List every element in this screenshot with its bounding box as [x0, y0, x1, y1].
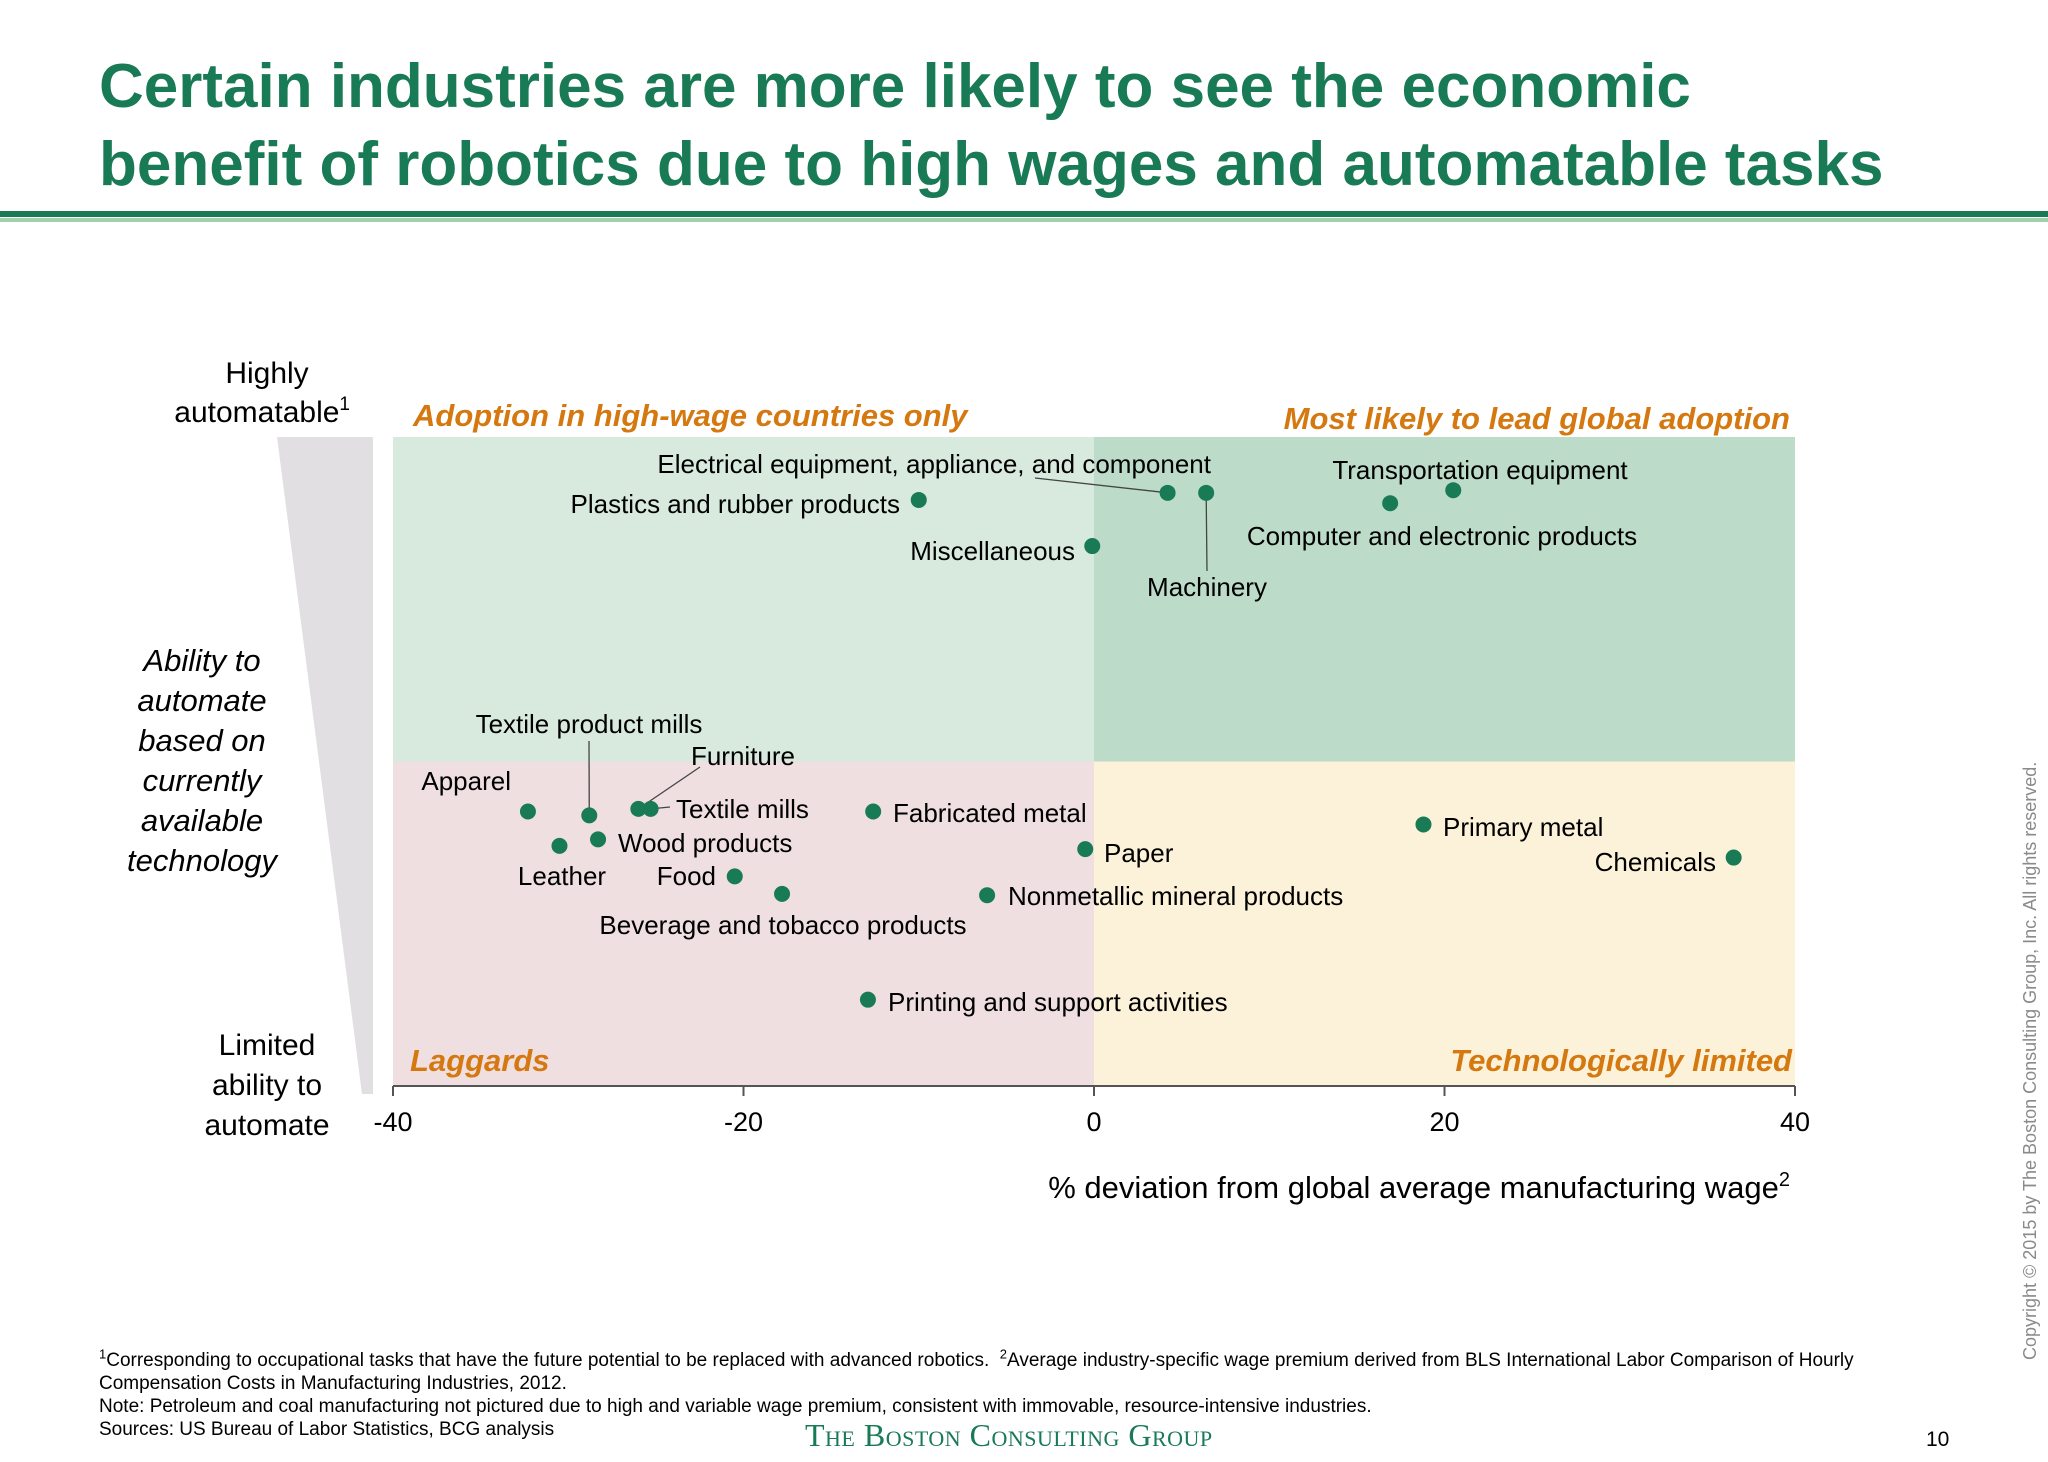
data-point-label: Textile mills: [676, 794, 809, 824]
data-point: [859, 991, 876, 1008]
y-axis-title-line: currently: [143, 763, 264, 798]
leader-line: [1205, 492, 1208, 572]
y-axis-title-line: available: [141, 803, 263, 838]
data-point: [865, 803, 882, 820]
data-point-label: Primary metal: [1443, 812, 1603, 842]
title-line-2: benefit of robotics due to high wages an…: [99, 130, 1884, 199]
footnotes: 1Corresponding to occupational tasks tha…: [99, 1346, 1959, 1441]
data-point: [642, 800, 659, 817]
x-tick-label: 20: [1429, 1107, 1459, 1137]
data-point: [1198, 484, 1215, 501]
footnote-1: Corresponding to occupational tasks that…: [106, 1350, 990, 1371]
data-point-label: Apparel: [421, 766, 511, 796]
y-axis-title-line: based on: [138, 723, 266, 758]
y-top-label: Highly automatable1: [174, 357, 350, 429]
y-axis-title-line: technology: [127, 843, 279, 878]
data-point-label: Electrical equipment, appliance, and com…: [657, 449, 1211, 479]
data-point: [581, 807, 598, 824]
data-point-label: Food: [657, 861, 716, 891]
data-point-label: Transportation equipment: [1332, 455, 1628, 485]
data-point: [979, 887, 996, 904]
data-point: [1415, 816, 1432, 833]
y-bottom-label-line: Limited: [219, 1029, 316, 1062]
data-point: [630, 800, 647, 817]
data-point: [774, 885, 791, 902]
data-point-label: Furniture: [691, 741, 795, 771]
data-point-label: Leather: [518, 861, 607, 891]
title-rule-accent: [0, 218, 2048, 222]
data-point: [1445, 482, 1462, 499]
data-point-label: Miscellaneous: [910, 536, 1075, 566]
slide-title: Certain industries are more likely to se…: [99, 48, 1999, 204]
data-point-label: Wood products: [618, 828, 792, 858]
data-point-label: Computer and electronic products: [1247, 521, 1637, 551]
data-point-label: Nonmetallic mineral products: [1008, 881, 1343, 911]
data-point-label: Chemicals: [1595, 847, 1716, 877]
y-top-label-line: Highly: [225, 357, 308, 390]
quadrant-label-bottom-left: Laggards: [410, 1043, 550, 1078]
data-point: [1084, 538, 1101, 555]
data-point-label: Fabricated metal: [893, 798, 1087, 828]
data-point-label: Textile product mills: [476, 709, 703, 739]
bcg-logo: The Boston Consulting Group: [805, 1417, 1213, 1453]
footnote-1-mark: 1: [99, 1346, 107, 1362]
y-bottom-label-line: ability to: [212, 1069, 322, 1102]
copyright-notice: Copyright © 2015 by The Boston Consultin…: [2020, 761, 2040, 1360]
data-point-label: Paper: [1104, 838, 1174, 868]
footnote-note: Note: Petroleum and coal manufacturing n…: [99, 1396, 1372, 1417]
data-point: [551, 837, 568, 854]
data-point-label: Machinery: [1147, 572, 1267, 602]
x-tick-label: 0: [1086, 1107, 1101, 1137]
y-axis-title-line: Ability to: [141, 643, 260, 678]
quadrant-top-left: [393, 437, 1094, 762]
automation-scale-wedge: [277, 437, 373, 1094]
data-point: [1725, 849, 1742, 866]
y-axis-title-line: automate: [137, 683, 266, 718]
quadrant-label-top-left: Adoption in high-wage countries only: [412, 398, 969, 433]
y-bottom-label-line: automate: [204, 1109, 329, 1142]
x-axis-title-sup: 2: [1779, 1169, 1790, 1191]
data-point: [519, 803, 536, 820]
data-point: [1077, 841, 1094, 858]
x-tick-label: 40: [1780, 1107, 1810, 1137]
data-point: [1159, 484, 1176, 501]
data-point: [1382, 495, 1399, 512]
y-top-label-line: automatable: [174, 396, 339, 429]
title-line-1: Certain industries are more likely to se…: [99, 52, 1691, 121]
data-point: [726, 868, 743, 885]
quadrant-label-bottom-right: Technologically limited: [1450, 1043, 1793, 1078]
y-top-label-sup: 1: [339, 394, 350, 415]
data-point: [910, 491, 927, 508]
quadrant-label-top-right: Most likely to lead global adoption: [1284, 401, 1790, 436]
footnote-2-mark: 2: [999, 1346, 1008, 1362]
footnote-2: Average industry-specific wage premium d…: [99, 1350, 1854, 1394]
quadrant-bottom-right: [1094, 761, 1795, 1086]
footnote-sources: Sources: US Bureau of Labor Statistics, …: [99, 1419, 555, 1440]
leader-line: [1034, 477, 1168, 494]
title-rule: [0, 211, 2048, 217]
data-point-label: Beverage and tobacco products: [599, 910, 966, 940]
data-point-label: Plastics and rubber products: [570, 489, 900, 519]
page-number: 10: [1926, 1428, 1950, 1451]
quadrant-bottom-left: [393, 761, 1094, 1086]
footnote-line-1: 1Corresponding to occupational tasks tha…: [99, 1346, 1959, 1395]
x-axis-title: % deviation from global average manufact…: [1048, 1169, 1790, 1205]
x-tick-label: -20: [724, 1107, 763, 1137]
data-point-label: Printing and support activities: [888, 987, 1228, 1017]
x-tick-label: -40: [373, 1107, 412, 1137]
data-point: [590, 831, 607, 848]
